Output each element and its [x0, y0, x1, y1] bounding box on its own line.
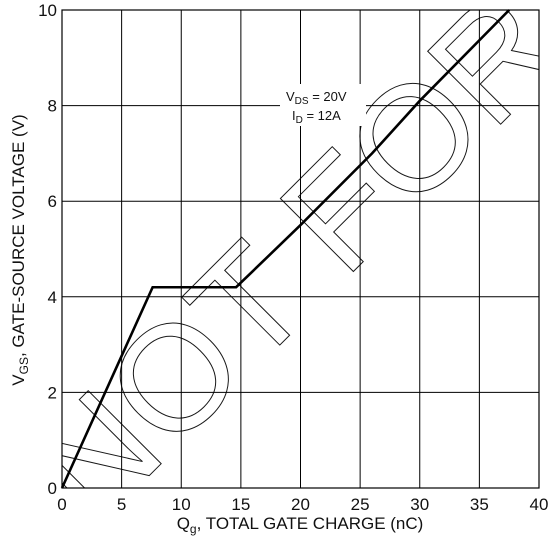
y-tick-labels: 0 2 4 6 8 10	[38, 1, 57, 498]
annotation-id: ID = 12A	[292, 108, 341, 126]
series-line	[60, 9, 511, 489]
y-tick-label: 8	[48, 97, 57, 116]
annotation-box: VDS = 20V ID = 12A	[280, 84, 366, 126]
y-axis-label: VGS, GATE-SOURCE VOLTAGE (V)	[9, 114, 31, 385]
x-tick-label: 0	[57, 495, 66, 514]
y-tick-label: 2	[48, 383, 57, 402]
x-tick-label: 5	[117, 495, 126, 514]
x-tick-label: 30	[410, 495, 429, 514]
annotation-vds: VDS = 20V	[286, 89, 347, 107]
y-tick-label: 4	[48, 288, 57, 307]
x-tick-label: 40	[530, 495, 548, 514]
x-tick-label: 25	[351, 495, 370, 514]
plot-border	[61, 9, 540, 489]
plot-frame	[61, 9, 540, 489]
series-group	[60, 9, 511, 489]
x-tick-label: 20	[291, 495, 310, 514]
y-tick-label: 10	[38, 1, 57, 20]
x-tick-label: 35	[470, 495, 489, 514]
x-axis-label: Qg, TOTAL GATE CHARGE (nC)	[177, 514, 424, 536]
x-tick-label: 15	[231, 495, 250, 514]
x-tick-label: 10	[172, 495, 191, 514]
annotation-background	[280, 84, 366, 126]
y-tick-label: 0	[48, 479, 57, 498]
y-tick-label: 6	[48, 192, 57, 211]
x-tick-labels: 0 5 10 15 20 25 30 35 40	[57, 495, 548, 514]
